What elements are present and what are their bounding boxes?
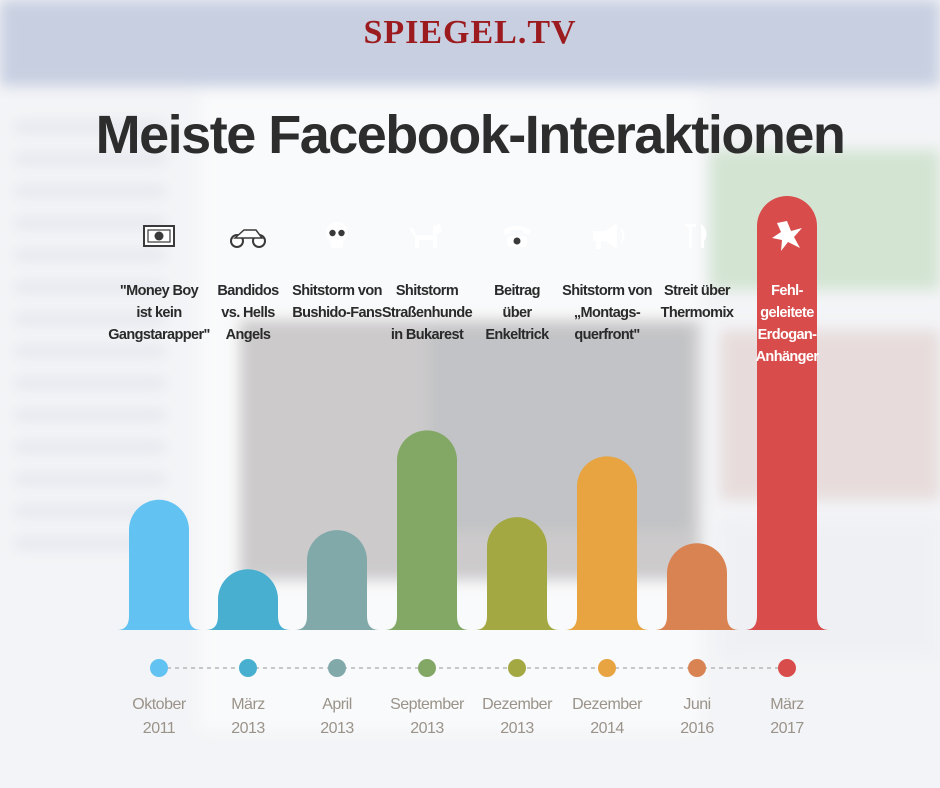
date-label-5: Dezember 2013 bbox=[482, 696, 553, 737]
date-label-3: April 2013 bbox=[320, 696, 354, 737]
skull-icon bbox=[326, 222, 348, 248]
bar-4 bbox=[385, 430, 469, 630]
timeline-dot-7 bbox=[688, 659, 706, 677]
date-label-6: Dezember 2014 bbox=[572, 696, 643, 737]
bar-label-3: Shitstorm von Bushido-Fans bbox=[292, 283, 382, 321]
spiegel-tv-logo: SPIEGEL.TV bbox=[363, 14, 577, 51]
bar-1 bbox=[117, 499, 201, 630]
timeline-dot-1 bbox=[150, 659, 168, 677]
bar-label-7: Streit über Thermomix bbox=[661, 283, 734, 321]
date-label-2: März 2013 bbox=[231, 696, 265, 737]
timeline-dot-3 bbox=[328, 659, 346, 677]
explosion-icon bbox=[772, 221, 802, 251]
money-icon bbox=[143, 225, 175, 247]
timeline-dot-2 bbox=[239, 659, 257, 677]
date-label-8: März 2017 bbox=[770, 696, 804, 737]
date-label-7: Juni 2016 bbox=[680, 696, 714, 737]
bar-5 bbox=[475, 517, 559, 630]
bar-7 bbox=[655, 543, 739, 630]
bar-8 bbox=[745, 196, 829, 630]
telephone-icon bbox=[503, 226, 531, 247]
bar-label-1: "Money Boy ist kein Gangstarapper" bbox=[108, 283, 210, 343]
cutlery-icon bbox=[685, 224, 707, 248]
bar-2 bbox=[206, 569, 290, 630]
bar-label-2: Bandidos vs. Hells Angels bbox=[217, 283, 279, 343]
bar-label-6: Shitstorm von „Montags-querfront" bbox=[562, 283, 652, 343]
timeline-dot-5 bbox=[508, 659, 526, 677]
bar-label-4: Shitstorm Straßenhunde in Bukarest bbox=[382, 283, 473, 343]
chart-title: Meiste Facebook-Interaktionen bbox=[95, 105, 846, 165]
bar-3 bbox=[295, 530, 379, 630]
timeline-dot-4 bbox=[418, 659, 436, 677]
bar-label-5: Beitrag über Enkeltrick bbox=[485, 283, 550, 343]
date-label-4: September 2013 bbox=[390, 696, 465, 737]
timeline-dot-8 bbox=[778, 659, 796, 677]
motorcycle-icon bbox=[230, 229, 266, 248]
timeline-dot-6 bbox=[598, 659, 616, 677]
bar-6 bbox=[565, 456, 649, 630]
dog-icon bbox=[409, 224, 442, 248]
bar-label-8: Fehl-geleitete Erdogan-Anhänger bbox=[756, 283, 820, 365]
date-label-1: Oktober 2011 bbox=[132, 696, 187, 737]
megaphone-icon bbox=[593, 223, 625, 249]
